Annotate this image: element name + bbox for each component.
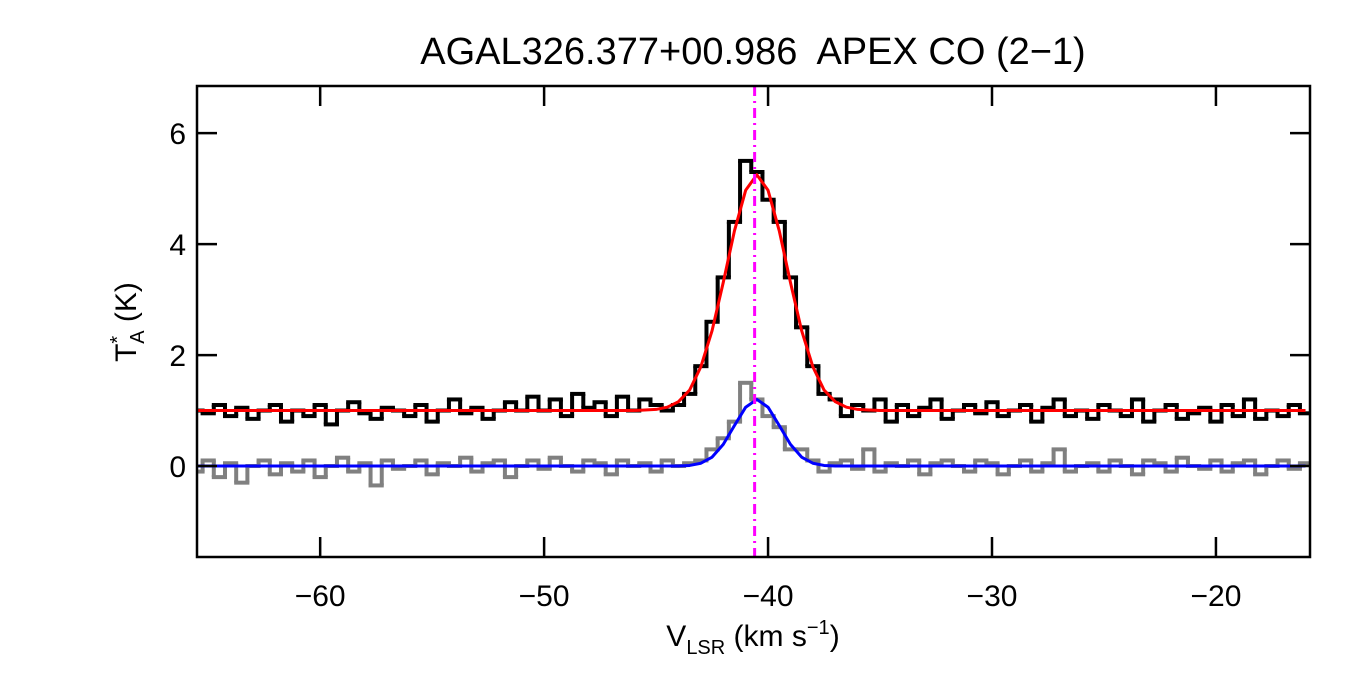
y-label-main: T [110,344,143,362]
y-label-sup: * [107,336,129,344]
x-label-main: V [666,620,686,653]
chart-title: AGAL326.377+00.986 APEX CO (2−1) [420,31,1085,73]
x-label-close: ) [830,620,840,653]
x-axis-label: VLSR (km s−1) [666,617,839,659]
fit-line [197,397,1306,468]
y-tick-label: 0 [169,451,186,484]
y-label-unit: (K) [110,282,143,330]
x-tick-label: −20 [1190,580,1241,613]
plot-area [197,158,1310,488]
x-label-unit: (km s [725,620,807,653]
x-label-sup: −1 [807,617,830,639]
x-label-sub: LSR [686,637,725,659]
x-tick-label: −40 [743,580,794,613]
x-tick-label: −50 [519,580,570,613]
y-label-sub: A [127,330,149,344]
plot-frame [195,84,1312,559]
fit-line [197,173,1306,413]
y-tick-label: 6 [169,118,186,151]
x-tick-label: −30 [967,580,1018,613]
y-axis-label: T*A (K) [107,282,149,362]
y-tick-label: 2 [169,340,186,373]
y-tick-label: 4 [169,229,186,262]
x-tick-label: −60 [295,580,346,613]
